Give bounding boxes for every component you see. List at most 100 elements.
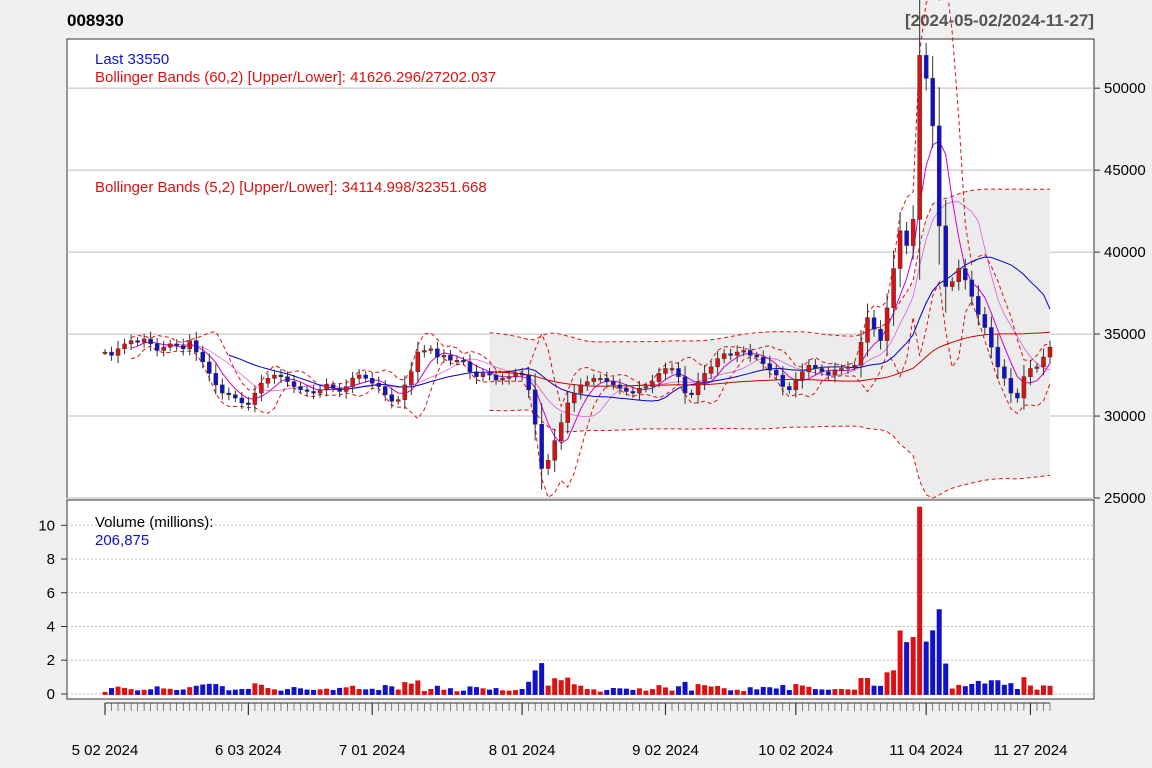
candle-body (976, 296, 981, 315)
volume-bar (167, 688, 173, 695)
volume-bar (597, 691, 603, 695)
candle-body (1047, 346, 1053, 358)
volume-bar (721, 688, 727, 695)
candle-body (891, 268, 896, 309)
candle-body (598, 378, 603, 381)
volume-bar (1027, 685, 1033, 695)
candle-body (728, 353, 733, 356)
candle-body (1021, 376, 1027, 399)
candle-body (858, 342, 864, 366)
candle-body (200, 351, 206, 363)
volume-bar (526, 681, 532, 695)
candle-body (617, 384, 623, 389)
candle-body (611, 381, 616, 386)
volume-bar (845, 689, 851, 695)
volume-label: Volume (millions): (95, 514, 213, 531)
candle-body (558, 422, 564, 441)
volume-bar (558, 680, 564, 695)
candle-body (519, 373, 525, 376)
candle-body (187, 340, 192, 350)
volume-bar (421, 691, 427, 695)
volume-bar (904, 642, 910, 695)
volume-bar (532, 670, 538, 695)
candle-body (272, 374, 277, 379)
candle-body (917, 55, 922, 220)
bollinger-60-fill (489, 189, 1050, 499)
candle-body (526, 374, 531, 391)
price-tick-label: 45000 (1104, 162, 1146, 179)
chart-title: 008930 (67, 11, 124, 30)
volume-bar (591, 689, 597, 695)
candle-body (233, 394, 238, 399)
volume-bar (649, 689, 655, 695)
candle-body (552, 440, 557, 461)
candle-body (226, 392, 232, 395)
candle-body (813, 364, 818, 369)
candle-body (109, 351, 114, 356)
volume-bar (395, 689, 401, 695)
candle-body (774, 369, 779, 376)
candle-body (591, 378, 597, 382)
x-tick-label: 11 27 2024 (993, 742, 1067, 759)
candle-body (963, 268, 968, 281)
candle-body (656, 373, 662, 382)
legend-last: Last 33550 (95, 51, 169, 68)
candle-body (128, 340, 134, 345)
volume-tick-label: 2 (47, 652, 55, 669)
candle-body (363, 374, 368, 379)
volume-bar (337, 687, 343, 695)
volume-bar (565, 677, 571, 695)
price-tick-label: 35000 (1104, 326, 1146, 343)
volume-bar (584, 689, 590, 695)
price-marks (102, 0, 1053, 499)
candle-body (741, 350, 746, 353)
candle-body (356, 374, 362, 379)
candle-body (409, 371, 414, 386)
volume-panel: 0 2 4 6 8 10 Volume (millions): 206,875 (38, 499, 1095, 703)
volume-bar (180, 689, 186, 695)
candle-body (415, 351, 421, 373)
volume-bar (473, 687, 479, 695)
candle-body (487, 373, 492, 376)
volume-bar (806, 686, 812, 695)
x-tick-label: 7 01 2024 (339, 742, 406, 759)
candle-body (884, 307, 890, 341)
candle-body (246, 402, 251, 405)
candle-body (180, 345, 186, 350)
candle-body (141, 338, 147, 343)
candle-body (454, 360, 460, 363)
candle-body (989, 327, 994, 348)
candle-body (265, 378, 271, 384)
volume-bar (865, 678, 871, 695)
candle-body (702, 373, 707, 382)
candle-body (806, 364, 812, 373)
date-range: [2024-05-02/2024-11-27] (905, 11, 1094, 30)
price-tick-label: 25000 (1104, 490, 1146, 507)
legend-bollinger-60: Bollinger Bands (60,2) [Upper/Lower]: 41… (95, 69, 496, 86)
candle-body (122, 343, 127, 350)
volume-bar (206, 683, 212, 695)
volume-bar (193, 685, 199, 695)
volume-bar (812, 689, 818, 695)
volume-bar (728, 690, 734, 695)
candle-body (207, 361, 212, 374)
candle-body (161, 346, 166, 351)
volume-bar (943, 663, 949, 695)
candle-body (995, 346, 1001, 368)
volume-bar (780, 685, 786, 695)
candle-body (1002, 366, 1007, 379)
candle-body (317, 389, 323, 394)
volume-bar (682, 681, 688, 695)
volume-bar (154, 686, 160, 695)
volume-bar (604, 690, 610, 695)
volume-bar (838, 688, 844, 695)
volume-bar (851, 689, 857, 695)
volume-bar (578, 685, 584, 695)
candle-body (174, 343, 179, 346)
volume-bar (141, 689, 147, 695)
price-tick-label: 50000 (1104, 80, 1146, 97)
volume-bar (226, 690, 232, 695)
candle-body (839, 368, 844, 371)
volume-tick-label: 4 (47, 618, 55, 635)
candle-body (311, 391, 316, 394)
